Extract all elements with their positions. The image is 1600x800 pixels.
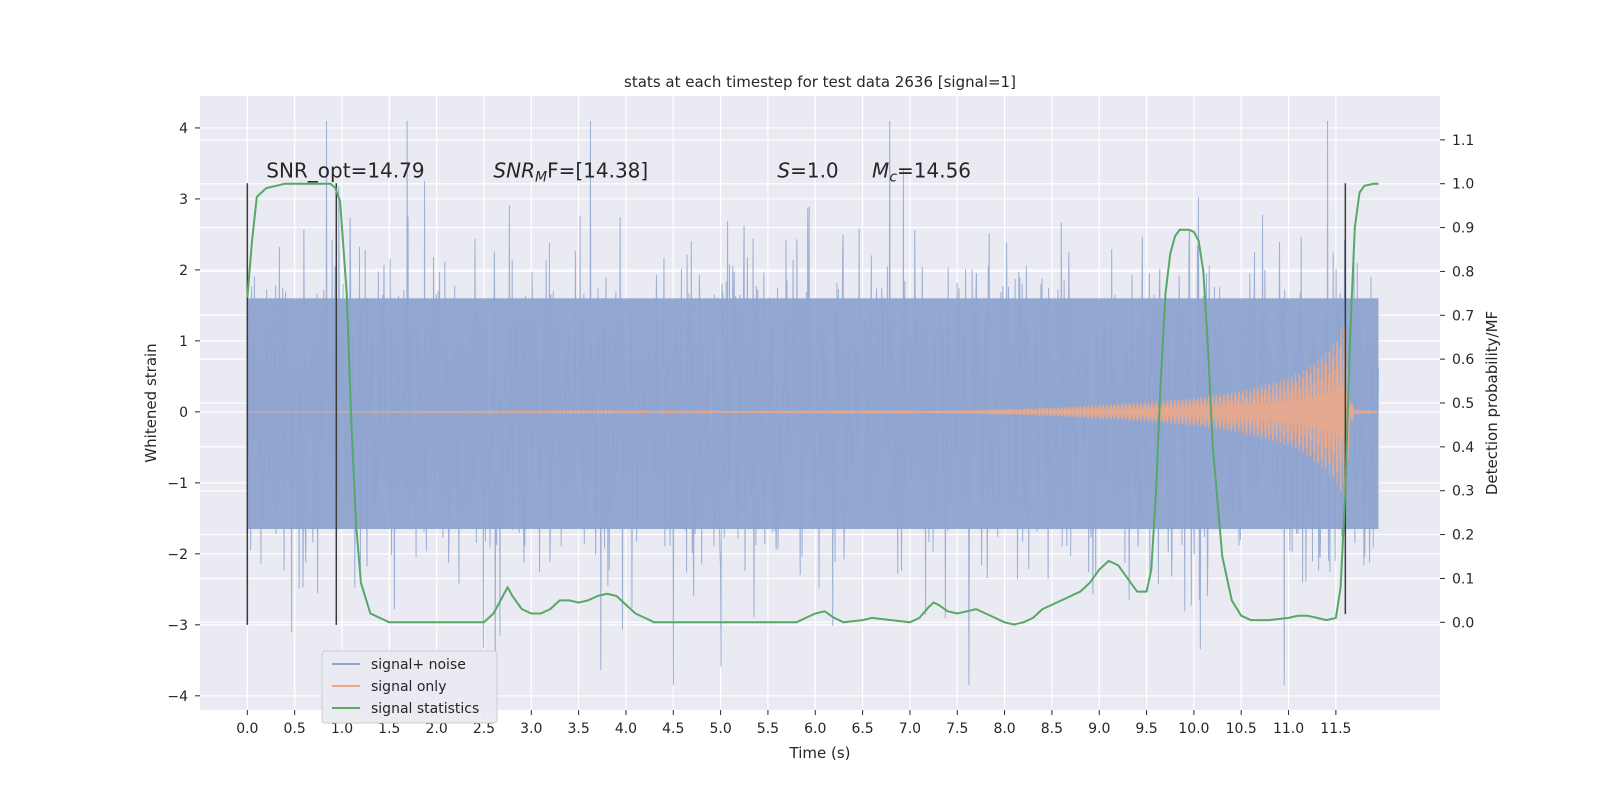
x-tick-label: 11.0 bbox=[1273, 721, 1304, 737]
y-axis-ticks: −4 −3 −2 −1 0 1 2 3 4 bbox=[167, 121, 200, 705]
annotation-s: S=1.0 bbox=[777, 159, 838, 183]
x-tick-label: 3.5 bbox=[567, 721, 589, 737]
vertical-lines bbox=[246, 183, 1347, 625]
x-tick-label: 3.0 bbox=[520, 721, 542, 737]
y-right-axis-ticks: 0.0 0.1 0.2 0.3 0.4 0.5 0.6 0.7 0.8 0.9 1.0 1.1 bbox=[1440, 133, 1474, 631]
y-right-axis-label: Detection probability/MF bbox=[1483, 311, 1501, 495]
x-tick-label: 11.5 bbox=[1320, 721, 1351, 737]
y-tick-label: −1 bbox=[167, 476, 188, 492]
y-tick-label: 0 bbox=[179, 405, 188, 421]
annotation-mc-tail: =14.56 bbox=[897, 159, 971, 183]
statistics-line bbox=[246, 182, 1379, 626]
x-tick-label: 4.5 bbox=[662, 721, 684, 737]
legend-label-signal-only: signal only bbox=[371, 679, 446, 695]
x-tick-label: 5.5 bbox=[757, 721, 779, 737]
x-axis-label: Time (s) bbox=[789, 744, 851, 762]
x-tick-label: 1.5 bbox=[378, 721, 400, 737]
series-signal-statistics bbox=[246, 182, 1379, 626]
x-tick-label: 1.0 bbox=[331, 721, 353, 737]
x-tick-label: 8.0 bbox=[993, 721, 1015, 737]
legend-box bbox=[321, 650, 498, 724]
y-right-tick-label: 0.8 bbox=[1452, 264, 1474, 280]
x-tick-label: 0.5 bbox=[284, 721, 306, 737]
y-tick-label: 1 bbox=[179, 334, 188, 350]
annotations: SNR_opt=14.79 SNRMF=[14.38] S=1.0 Mc=14.… bbox=[266, 159, 971, 186]
y-tick-label: 2 bbox=[179, 263, 188, 279]
y-right-tick-label: 1.0 bbox=[1452, 177, 1474, 193]
annotation-mc-main: M bbox=[872, 159, 889, 183]
x-tick-label: 7.5 bbox=[946, 721, 968, 737]
x-tick-label: 5.0 bbox=[709, 721, 731, 737]
legend-label-signal-plus-noise: signal+ noise bbox=[371, 657, 466, 673]
annotation-snr-mf-tail: F=[14.38] bbox=[547, 159, 648, 183]
y-tick-label: −3 bbox=[167, 618, 188, 634]
legend-label-signal-statistics: signal statistics bbox=[371, 701, 479, 717]
x-tick-label: 9.0 bbox=[1088, 721, 1110, 737]
x-tick-label: 10.5 bbox=[1226, 721, 1257, 737]
y-tick-label: 3 bbox=[179, 192, 188, 208]
chirp-trace bbox=[247, 325, 1379, 503]
y-tick-label: −4 bbox=[167, 689, 188, 705]
annotation-snr-mf-sub: M bbox=[535, 170, 547, 186]
y-right-tick-label: 1.1 bbox=[1452, 133, 1474, 149]
y-axis-label: Whitened strain bbox=[142, 343, 160, 462]
y-right-tick-label: 0.4 bbox=[1452, 440, 1474, 456]
y-right-tick-label: 0.9 bbox=[1452, 221, 1474, 237]
annotation-mc-sub: c bbox=[889, 170, 897, 186]
x-tick-label: 6.0 bbox=[804, 721, 826, 737]
y-right-tick-label: 0.2 bbox=[1452, 528, 1474, 544]
x-tick-label: 2.5 bbox=[473, 721, 495, 737]
x-axis-ticks: 0.0 0.5 1.0 1.5 2.0 2.5 3.0 3.5 4.0 4.5 5.0 5.5 6.0 6… bbox=[236, 710, 1351, 737]
y-right-tick-label: 0.0 bbox=[1452, 615, 1474, 631]
series-signal-only bbox=[247, 325, 1379, 503]
y-right-tick-label: 0.7 bbox=[1452, 308, 1474, 324]
x-tick-label: 9.5 bbox=[1135, 721, 1157, 737]
y-right-tick-label: 0.5 bbox=[1452, 396, 1474, 412]
y-tick-label: 4 bbox=[179, 121, 188, 137]
annotation-snr-mf: SNRMF=[14.38] bbox=[493, 159, 648, 186]
x-tick-label: 2.0 bbox=[426, 721, 448, 737]
annotation-mc: Mc=14.56 bbox=[872, 159, 971, 186]
x-tick-label: 0.0 bbox=[236, 721, 258, 737]
y-right-tick-label: 0.6 bbox=[1452, 352, 1474, 368]
annotation-s-main: S bbox=[777, 159, 790, 183]
x-tick-label: 4.0 bbox=[615, 721, 637, 737]
y-right-tick-label: 0.1 bbox=[1452, 571, 1474, 587]
y-right-tick-label: 0.3 bbox=[1452, 484, 1474, 500]
x-tick-label: 8.5 bbox=[1041, 721, 1063, 737]
legend: signal+ noise signal only signal statist… bbox=[321, 650, 498, 724]
x-tick-label: 6.5 bbox=[851, 721, 873, 737]
x-tick-label: 10.0 bbox=[1178, 721, 1209, 737]
annotation-snr-opt: SNR_opt=14.79 bbox=[266, 159, 424, 183]
annotation-snr-mf-main: SNR bbox=[493, 159, 535, 183]
y-tick-label: −2 bbox=[167, 547, 188, 563]
chart-title: stats at each timestep for test data 263… bbox=[624, 73, 1016, 91]
x-tick-label: 7.0 bbox=[899, 721, 921, 737]
annotation-s-tail: =1.0 bbox=[790, 159, 839, 183]
